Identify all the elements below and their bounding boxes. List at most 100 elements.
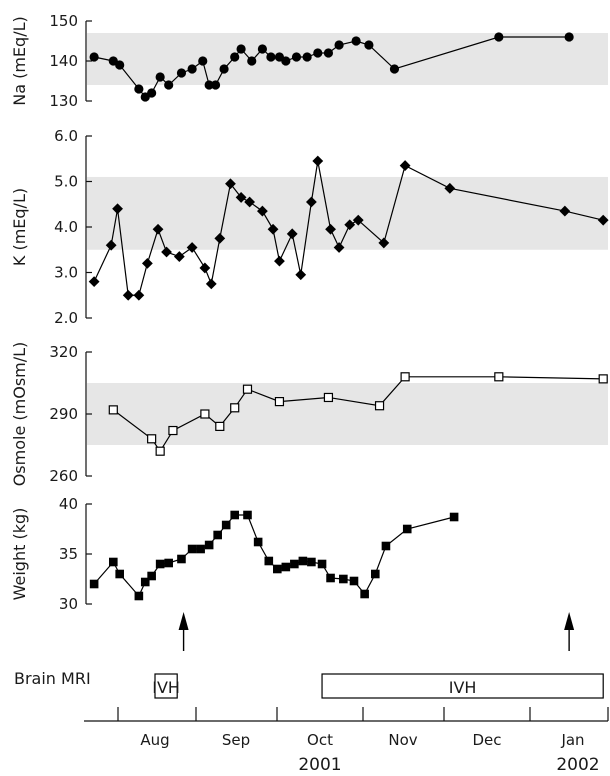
month-label: Sep xyxy=(222,731,250,749)
data-point xyxy=(199,262,211,274)
data-point xyxy=(307,557,316,567)
data-point xyxy=(494,372,504,382)
data-point xyxy=(400,372,410,382)
y-tick-label: 6.0 xyxy=(54,127,78,145)
data-point xyxy=(598,374,608,384)
y-axis-title: Osmole (mOsm/L) xyxy=(10,342,29,487)
data-point xyxy=(187,64,197,74)
data-point xyxy=(352,214,364,226)
month-label: Aug xyxy=(140,731,169,749)
data-point xyxy=(230,403,240,413)
year-label: 2002 xyxy=(556,755,599,775)
data-point xyxy=(108,405,118,415)
data-point xyxy=(177,554,186,564)
data-point xyxy=(290,559,299,569)
mri-arrow xyxy=(564,612,575,651)
data-point xyxy=(402,524,412,534)
data-point xyxy=(243,510,252,520)
data-point xyxy=(351,36,361,46)
data-point xyxy=(115,60,125,70)
month-label: Oct xyxy=(307,731,333,749)
data-point xyxy=(295,269,307,281)
data-point xyxy=(164,80,174,90)
data-point xyxy=(210,80,221,90)
data-point xyxy=(374,401,385,411)
y-tick-label: 260 xyxy=(49,467,78,485)
data-point xyxy=(164,558,173,568)
panel-3: 260 290 320 Osmole (mOsm/L) xyxy=(10,342,608,487)
data-point xyxy=(109,557,118,567)
data-point xyxy=(449,512,459,522)
data-point xyxy=(281,56,291,66)
data-point xyxy=(204,540,214,550)
y-tick-label: 40 xyxy=(59,495,78,513)
data-point xyxy=(141,258,153,269)
month-label: Dec xyxy=(472,731,501,749)
data-point xyxy=(147,434,157,444)
y-tick-label: 3.0 xyxy=(54,264,78,282)
ivh-period: IVH xyxy=(321,673,604,699)
panel-1: 130 140 150 Na (mEq/L) xyxy=(10,12,608,110)
data-point xyxy=(213,530,222,540)
data-point xyxy=(257,205,268,217)
data-point xyxy=(317,559,327,569)
month-label: Jan xyxy=(560,731,584,749)
data-point xyxy=(291,52,302,62)
data-point xyxy=(242,384,253,394)
data-point xyxy=(302,52,312,62)
events: Brain MRI xyxy=(14,612,575,688)
data-point xyxy=(370,569,380,579)
y-axis-title: Na (mEq/L) xyxy=(10,16,29,106)
y-tick-label: 150 xyxy=(49,12,78,30)
data-point xyxy=(381,541,391,551)
data-point xyxy=(564,32,574,42)
brain-mri-label: Brain MRI xyxy=(14,669,91,688)
y-tick-label: 130 xyxy=(49,92,78,110)
data-point xyxy=(253,537,263,547)
data-point xyxy=(176,68,187,78)
ivh-label: IVH xyxy=(449,678,477,697)
data-point xyxy=(173,251,185,262)
data-point xyxy=(334,40,344,50)
data-point xyxy=(200,409,210,419)
data-point xyxy=(323,392,334,403)
data-point xyxy=(196,544,205,554)
data-point xyxy=(257,44,267,54)
y-tick-label: 140 xyxy=(49,52,78,70)
data-point xyxy=(273,564,282,574)
data-point xyxy=(112,203,123,215)
data-point xyxy=(147,571,156,581)
data-point xyxy=(444,182,456,194)
data-point xyxy=(187,544,197,554)
data-point xyxy=(264,556,274,566)
y-tick-label: 320 xyxy=(49,343,78,361)
data-point xyxy=(152,223,164,235)
data-point xyxy=(105,239,117,251)
y-tick-label: 4.0 xyxy=(54,218,78,236)
data-point xyxy=(147,88,157,98)
data-point xyxy=(333,242,345,253)
data-point xyxy=(219,64,229,74)
data-point xyxy=(225,178,236,190)
y-tick-label: 5.0 xyxy=(54,173,78,191)
normal-range-band xyxy=(87,383,608,445)
data-point xyxy=(597,214,609,226)
time-axis: Aug Sep Oct Nov Dec Jan 2001 2002 xyxy=(84,707,609,775)
data-point xyxy=(399,160,411,171)
data-point xyxy=(134,84,144,94)
data-point xyxy=(115,569,124,579)
data-point xyxy=(161,246,172,258)
data-point xyxy=(364,40,374,50)
y-axis-title: K (mEq/L) xyxy=(10,188,29,266)
data-point xyxy=(204,80,214,90)
data-point xyxy=(313,48,323,58)
normal-range-band xyxy=(87,176,608,250)
panel-4: 30 35 40 Weight (kg) xyxy=(10,495,459,613)
data-point xyxy=(89,52,99,62)
data-point xyxy=(349,576,359,586)
y-tick-label: 35 xyxy=(59,545,78,563)
data-point xyxy=(325,223,336,235)
data-point xyxy=(247,56,257,66)
data-point xyxy=(344,219,356,231)
data-point xyxy=(205,278,217,290)
